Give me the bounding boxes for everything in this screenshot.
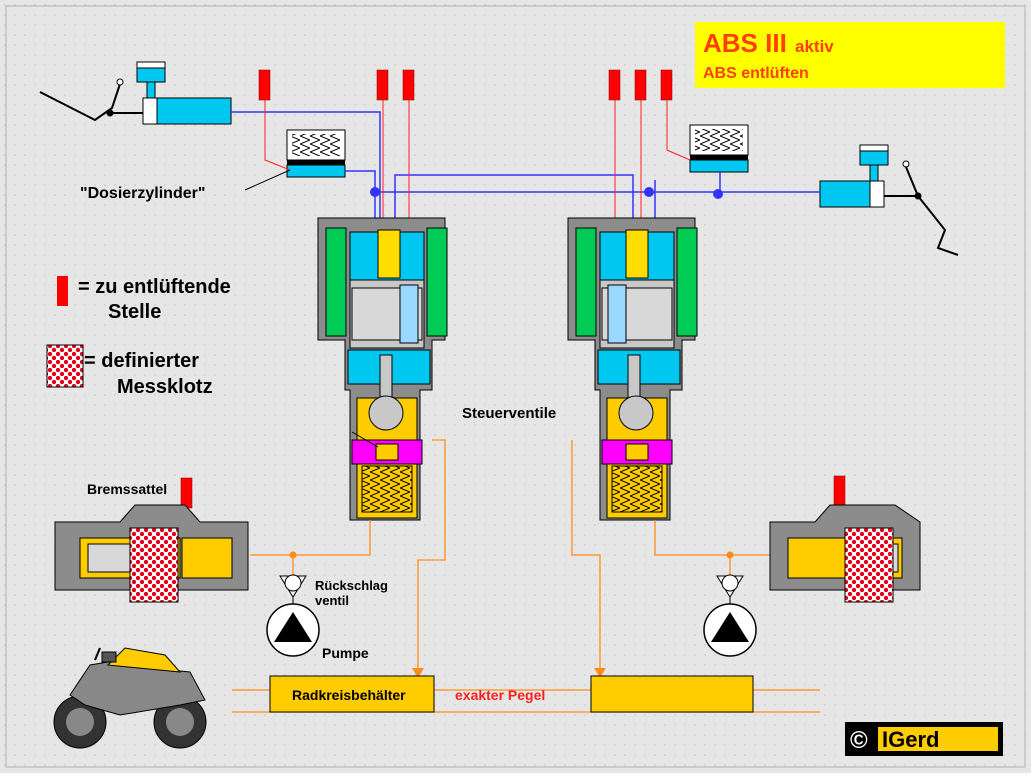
- title-subtitle: ABS entlüften: [703, 65, 809, 82]
- frame: [5, 5, 1026, 768]
- right-brake-pedal: [880, 160, 959, 256]
- valve-pointer: [351, 431, 379, 448]
- line-junctions: [370, 187, 723, 199]
- right-master-cylinder: [819, 144, 889, 208]
- left-control-valve: [317, 217, 448, 521]
- legend-bleed-label-2: Stelle: [108, 301, 161, 323]
- motorcycle-illustration: [53, 647, 207, 749]
- legend-bleed-symbol: [57, 276, 68, 306]
- title-status: aktiv: [795, 37, 834, 56]
- exact-level-label: exakter Pegel: [455, 687, 545, 703]
- legend-pad-label-2: Messklotz: [117, 376, 213, 398]
- right-dosing-cylinder: [689, 124, 749, 173]
- left-check-valve: [279, 574, 307, 598]
- left-master-cylinder: [136, 61, 232, 125]
- right-control-valve: [567, 217, 698, 521]
- legend-bleed-label: = zu entlüftende: [78, 276, 231, 298]
- legend-pad-label: = definierter: [84, 350, 199, 372]
- right-brake-caliper: [769, 504, 921, 603]
- right-check-valve: [716, 574, 744, 598]
- reservoir-label: Radkreisbehälter: [292, 687, 406, 703]
- left-dosing-cylinder: [286, 129, 346, 178]
- check-valve-label-2: ventil: [315, 593, 349, 608]
- left-brake-caliper: [54, 504, 249, 603]
- title-main: ABS III: [703, 28, 787, 58]
- copyright-logo: © IGerd: [845, 722, 1003, 756]
- return-arrows: [289, 551, 734, 678]
- dosing-cylinder-label: "Dosierzylinder": [80, 185, 205, 202]
- dosing-pointer: [244, 169, 291, 191]
- control-valves-label: Steuerventile: [462, 405, 556, 422]
- pump-label: Pumpe: [322, 645, 369, 661]
- left-brake-lever: [39, 78, 145, 122]
- check-valve-label-1: Rückschlag: [315, 578, 388, 593]
- left-reservoir: [269, 675, 435, 713]
- right-pump: [703, 597, 757, 657]
- svg-text:©: ©: [850, 727, 868, 754]
- title-box: ABS III aktiv ABS entlüften: [695, 22, 1005, 88]
- bleed-points: [180, 69, 846, 509]
- brake-caliper-label: Bremssattel: [87, 481, 167, 497]
- left-pump: [266, 597, 320, 657]
- legend-pad-symbol: [46, 344, 84, 388]
- right-reservoir: [590, 675, 754, 713]
- svg-text:IGerd: IGerd: [882, 727, 939, 752]
